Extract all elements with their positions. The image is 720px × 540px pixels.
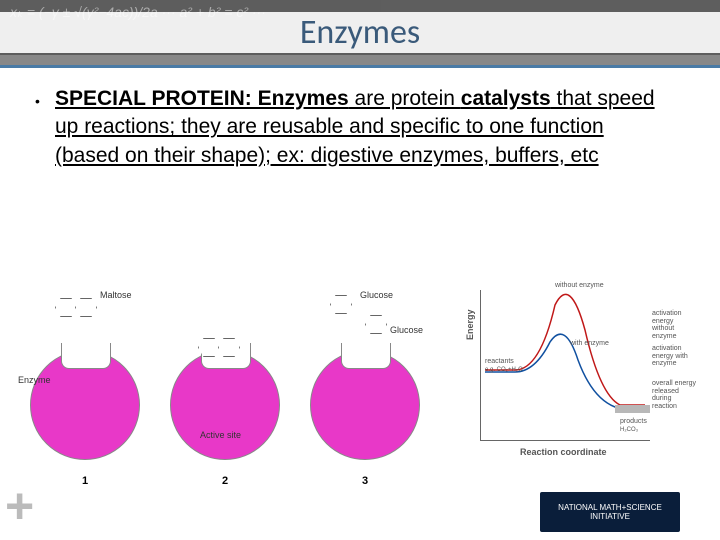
slide-title: Enzymes	[0, 12, 720, 53]
label-maltose: Maltose	[100, 290, 132, 300]
glucose-hex-3a	[330, 295, 352, 314]
bullet-bold-1: SPECIAL PROTEIN: Enzymes	[55, 87, 349, 110]
maltose-hex-1a	[55, 298, 77, 317]
annot-without: activation energy without enzyme	[652, 310, 697, 341]
label-glucose-1: Glucose	[360, 290, 393, 300]
bullet-mid-1: are protein	[349, 87, 461, 110]
label-products-sub: H₂CO₃	[620, 427, 638, 434]
label-reactants-sub: e.g. CO₂+H₂O	[485, 367, 523, 374]
label-without-enzyme: without enzyme	[555, 282, 604, 290]
annot-overall: overall energy released during reaction	[652, 380, 697, 411]
label-glucose-2: Glucose	[390, 325, 423, 335]
step-num-2: 2	[222, 475, 228, 487]
enzyme-shape-2	[170, 350, 280, 460]
label-with-enzyme: with enzyme	[570, 340, 609, 348]
header-grey-bar	[0, 55, 720, 65]
enzyme-shape-1	[30, 350, 140, 460]
maltose-hex-1b	[75, 298, 97, 317]
bullet-bold-2: catalysts	[461, 87, 551, 110]
products-level-bar	[615, 405, 650, 413]
plus-icon: +	[5, 477, 34, 535]
nms-logo: NATIONAL MATH+SCIENCE INITIATIVE	[540, 492, 680, 532]
active-site-notch-3	[341, 343, 391, 369]
bullet-dot-icon: •	[35, 92, 40, 111]
label-enzyme: Enzyme	[18, 375, 51, 385]
bullet-text: SPECIAL PROTEIN: Enzymes are protein cat…	[55, 87, 655, 167]
active-site-notch-1	[61, 343, 111, 369]
activation-energy-chart: Energy Reaction coordinate without enzym…	[460, 280, 700, 470]
label-reactants: reactants	[485, 358, 514, 366]
enzyme-shape-3	[310, 350, 420, 460]
step-num-3: 3	[362, 475, 368, 487]
bullet-block: • SPECIAL PROTEIN: Enzymes are protein c…	[55, 85, 665, 170]
glucose-hex-3b	[365, 315, 387, 334]
label-products: products	[620, 418, 647, 426]
curve-without-enzyme	[485, 294, 645, 405]
step-num-1: 1	[82, 475, 88, 487]
enzyme-action-diagram: Maltose Enzyme 1 Active site 2 Glucose G…	[20, 280, 450, 500]
energy-curves-svg	[460, 280, 700, 470]
label-active-site: Active site	[200, 430, 241, 440]
accent-line	[0, 65, 720, 68]
annot-with: activation energy with enzyme	[652, 345, 697, 368]
